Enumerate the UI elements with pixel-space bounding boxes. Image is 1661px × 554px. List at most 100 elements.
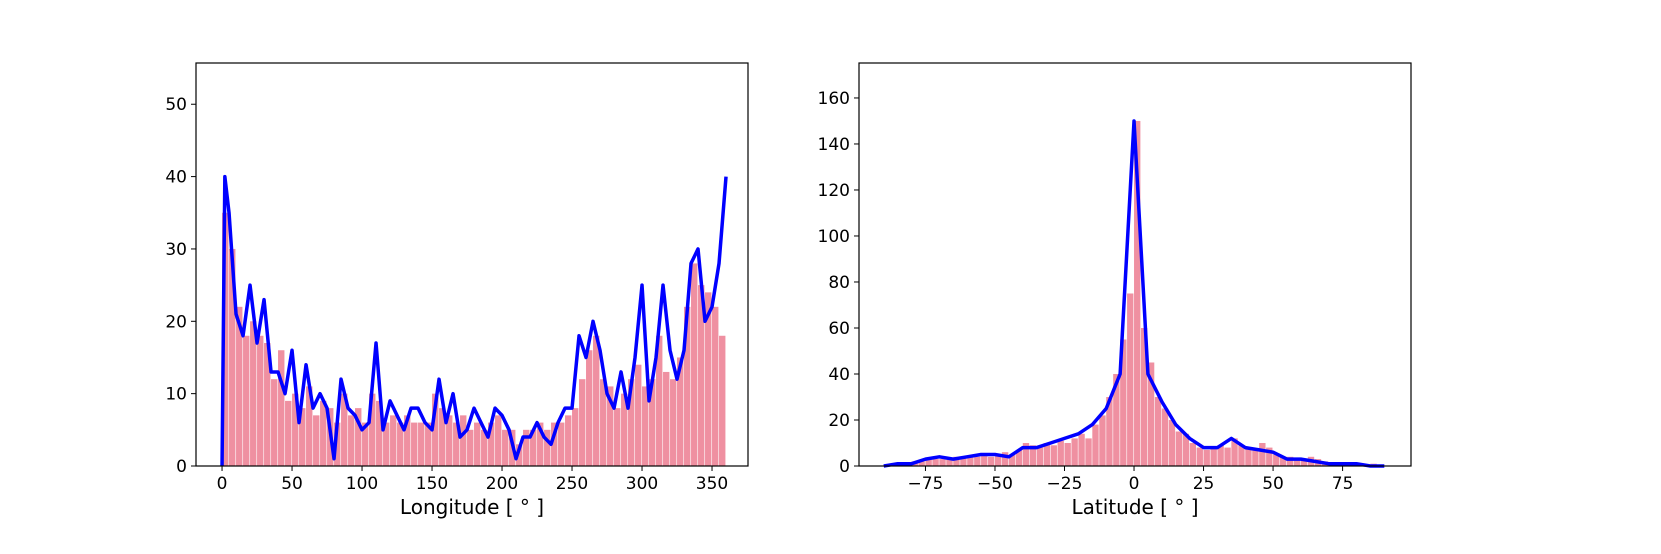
x-axis-label: Longitude [ ° ] bbox=[400, 495, 544, 519]
hist-bar bbox=[537, 422, 544, 466]
hist-bar bbox=[1064, 442, 1071, 466]
hist-bar bbox=[967, 456, 974, 466]
hist-bar bbox=[362, 422, 369, 466]
hist-bar bbox=[425, 422, 432, 466]
hist-bar bbox=[1168, 419, 1176, 466]
hist-bar bbox=[1085, 438, 1092, 466]
hist-bar bbox=[1273, 454, 1280, 466]
hist-bar bbox=[670, 379, 677, 466]
axes-frame bbox=[195, 62, 749, 467]
hist-bar bbox=[467, 429, 474, 466]
hist-bar bbox=[432, 393, 439, 466]
y-tick-label: 50 bbox=[165, 95, 187, 115]
hist-bar bbox=[1008, 454, 1016, 466]
hist-bar bbox=[1210, 447, 1217, 466]
hist-bar bbox=[404, 415, 411, 466]
x-tick-label: 350 bbox=[696, 474, 728, 494]
hist-bar bbox=[1154, 396, 1162, 466]
x-tick-label: 75 bbox=[1332, 474, 1354, 494]
hist-bar bbox=[1286, 456, 1294, 466]
x-tick-label: 100 bbox=[346, 474, 378, 494]
hist-bar bbox=[677, 357, 684, 466]
hist-bar bbox=[516, 444, 523, 466]
hist-bar bbox=[1238, 445, 1245, 466]
hist-bar bbox=[663, 371, 670, 466]
x-axis-label: Latitude [ ° ] bbox=[1072, 495, 1199, 519]
hist-bar bbox=[621, 393, 628, 466]
hist-bar bbox=[397, 422, 404, 466]
hist-bar bbox=[1224, 447, 1231, 466]
hist-bar bbox=[593, 335, 600, 466]
hist-bar bbox=[292, 393, 299, 466]
x-tick-label: −25 bbox=[1047, 474, 1083, 494]
hist-bar bbox=[488, 422, 495, 466]
hist-bar bbox=[642, 386, 649, 466]
x-tick-label: 250 bbox=[556, 474, 588, 494]
hist-bar bbox=[334, 422, 341, 466]
hist-bar bbox=[1057, 440, 1064, 466]
x-tick-label: 50 bbox=[281, 474, 303, 494]
hist-bar bbox=[1175, 431, 1183, 466]
hist-bar bbox=[600, 379, 607, 466]
hist-bar bbox=[271, 379, 278, 466]
hist-bar bbox=[691, 263, 698, 466]
hist-bar bbox=[1266, 447, 1273, 466]
hist-bar bbox=[1036, 447, 1044, 466]
line-series bbox=[883, 119, 1385, 468]
x-tick-label: 0 bbox=[1129, 474, 1140, 494]
hist-bar bbox=[649, 379, 656, 466]
hist-bar bbox=[481, 429, 488, 466]
hist-bar bbox=[355, 408, 362, 466]
hist-bar bbox=[1161, 408, 1169, 466]
hist-bar bbox=[1078, 433, 1085, 466]
hist-bar bbox=[1134, 120, 1141, 466]
x-tick-label: 150 bbox=[416, 474, 448, 494]
hist-bar bbox=[1189, 442, 1196, 466]
hist-bar bbox=[1113, 373, 1120, 466]
hist-bar bbox=[960, 456, 967, 466]
y-tick-label: 100 bbox=[818, 227, 850, 247]
hist-bar bbox=[656, 335, 663, 466]
hist-bar bbox=[698, 285, 705, 466]
hist-bar bbox=[278, 350, 285, 466]
hist-bar bbox=[1071, 438, 1078, 466]
hist-bar bbox=[229, 248, 236, 466]
hist-bar bbox=[222, 212, 229, 466]
hist-bar bbox=[453, 422, 460, 466]
x-tick-label: −50 bbox=[977, 474, 1013, 494]
hist-bar bbox=[579, 379, 586, 466]
y-tick-label: 40 bbox=[165, 168, 187, 188]
hist-bar bbox=[1196, 447, 1203, 466]
y-tick-label: 140 bbox=[818, 135, 850, 155]
hist-bar bbox=[250, 321, 257, 466]
hist-bar bbox=[530, 429, 537, 466]
hist-bar bbox=[348, 415, 355, 466]
hist-bar bbox=[243, 335, 250, 466]
hist-bar bbox=[719, 335, 726, 466]
x-tick-label: 200 bbox=[486, 474, 518, 494]
hist-bar bbox=[974, 456, 981, 466]
y-tick-label: 20 bbox=[165, 312, 187, 332]
hist-bar bbox=[236, 306, 243, 466]
hist-bar bbox=[1106, 396, 1113, 466]
y-tick-label: 60 bbox=[828, 319, 850, 339]
hist-bar bbox=[460, 415, 467, 466]
hist-bar bbox=[1120, 339, 1127, 466]
y-tick-label: 120 bbox=[818, 181, 850, 201]
hist-bar bbox=[1140, 327, 1148, 466]
hist-bar bbox=[306, 386, 313, 466]
hist-bar bbox=[1231, 438, 1238, 466]
hist-bar bbox=[1001, 452, 1009, 466]
x-tick-label: 300 bbox=[626, 474, 658, 494]
hist-bar bbox=[1203, 449, 1210, 466]
hist-bar bbox=[418, 422, 425, 466]
hist-bar bbox=[1300, 459, 1308, 466]
hist-bar bbox=[565, 415, 572, 466]
hist-bar bbox=[285, 400, 292, 466]
hist-bar bbox=[376, 400, 383, 466]
hist-bar bbox=[341, 393, 348, 466]
hist-bar bbox=[1259, 442, 1266, 466]
hist-bar bbox=[628, 379, 635, 466]
hist-bar bbox=[981, 454, 988, 466]
hist-bar bbox=[1029, 445, 1037, 466]
